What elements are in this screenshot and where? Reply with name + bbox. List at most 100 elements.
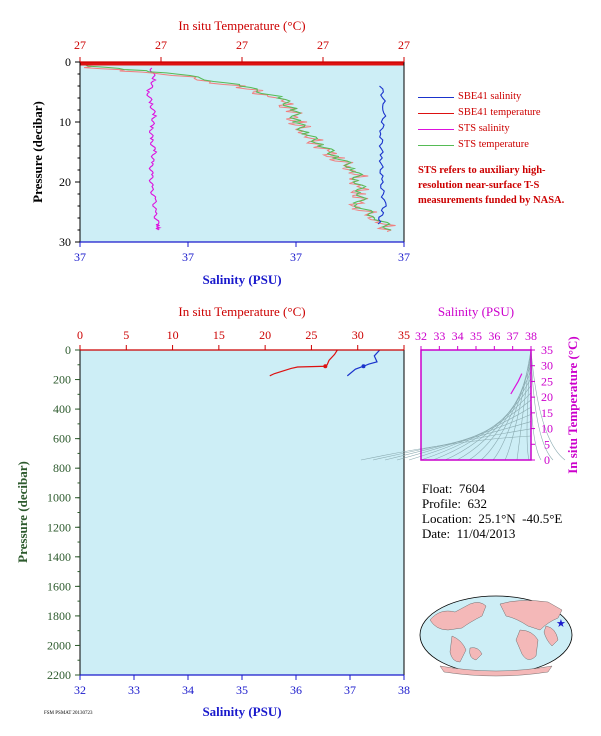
bottom-salinity-tick-label: 37 [344,683,356,697]
ts-salinity-tick-label: 34 [452,329,464,343]
legend-swatch-sbe41-temperature [418,113,454,114]
ts-density-contour [504,349,532,461]
bottom-chart-xlabel: Salinity (PSU) [202,704,281,719]
top-temperature-tick-label: 27 [398,38,410,52]
top-pressure-tick-label: 0 [65,55,71,69]
ts-density-contour [526,349,532,461]
bottom-pressure-tick-label: 800 [53,461,71,475]
ts-chart-right-label: In situ Temperature (°C) [565,336,580,474]
legend-label: SBE41 temperature [458,107,541,118]
ts-density-contour [432,392,532,461]
credit-text: FSM PSMAT 20130723 [44,711,93,716]
float-location-star-icon: ★ [556,618,566,630]
top-pressure-tick-label: 30 [59,235,71,249]
ts-density-contour [408,406,532,461]
bottom-temperature-tick-label: 10 [167,328,179,342]
ts-density-contour [444,385,532,461]
ts-density-contour [530,349,542,461]
ts-temperature-tick-label: 35 [541,343,553,357]
ts-density-contour [530,349,566,461]
bottom-pressure-tick-label: 0 [65,343,71,357]
bottom-pressure-tick-label: 1000 [47,491,71,505]
world-map: ★ [419,595,573,677]
top-chart-title: In situ Temperature (°C) [178,18,305,33]
ts-temperature-tick-label: 20 [541,390,553,404]
legend-item-sbe41-temperature: SBE41 temperature [418,105,541,121]
ts-temperature-tick-label: 25 [541,374,553,388]
top-temperature-tick-label: 27 [74,38,86,52]
ts-salinity-tick-label: 33 [433,329,445,343]
ts-temperature-tick-label: 5 [544,437,550,451]
bottom-chart-title: In situ Temperature (°C) [178,304,305,319]
bottom-salinity-tick-label: 36 [290,683,302,697]
profile-number: Profile: 632 [422,496,487,511]
ts-series-line [510,373,523,395]
ts-density-contour [530,349,554,461]
top-salinity-tick-label: 37 [74,250,86,264]
top-temperature-tick-label: 27 [236,38,248,52]
top-salinity-tick-label: 37 [398,250,410,264]
legend-item-sbe41-salinity: SBE41 salinity [418,89,541,105]
bottom-salinity-tick-label: 32 [74,683,86,697]
legend-item-sts-temperature: STS temperature [418,137,541,153]
bottom-salinity-tick-label: 33 [128,683,140,697]
top-series-sbe41-salinity [377,85,387,225]
bottom-plot-area [80,350,404,675]
ts-series-group [510,373,523,395]
ts-salinity-tick-label: 35 [470,329,482,343]
bottom-pressure-tick-label: 1600 [47,579,71,593]
profile-date: Date: 11/04/2013 [422,526,516,541]
ts-density-contour [396,414,532,461]
ts-salinity-tick-label: 32 [415,329,427,343]
top-series-sts-temperature [85,64,392,231]
top-temperature-tick-label: 27 [317,38,329,52]
legend-label: STS temperature [458,139,529,150]
legend-swatch-sbe41-salinity [418,97,454,98]
bottom-salinity-tick-label: 34 [182,683,194,697]
bottom-temperature-tick-label: 0 [77,328,83,342]
top-salinity-tick-label: 37 [182,250,194,264]
bottom-pressure-tick-label: 400 [53,402,71,416]
bottom-temperature-tick-label: 5 [123,328,129,342]
legend-item-sts-salinity: STS salinity [418,121,541,137]
ts-temperature-tick-label: 0 [544,453,550,467]
bottom-series-group [269,349,381,377]
bottom-pressure-tick-label: 1400 [47,550,71,564]
bottom-salinity-tick-label: 35 [236,683,248,697]
bottom-temperature-tick-label: 15 [213,328,225,342]
legend-label: SBE41 salinity [458,91,522,102]
top-chart-xlabel: Salinity (PSU) [202,272,281,287]
ts-salinity-tick-label: 38 [525,329,537,343]
bottom-pressure-tick-label: 2000 [47,638,71,652]
bottom-pressure-tick-label: 1200 [47,520,71,534]
bottom-temperature-tick-label: 35 [398,328,410,342]
bottom-series-sbe41-salinity [346,349,381,377]
bottom-pressure-tick-label: 600 [53,432,71,446]
bottom-pressure-tick-label: 1800 [47,609,71,623]
top-pressure-tick-label: 10 [59,115,71,129]
top-chart-ticks: 27 27 27 27 27 37 37 37 37 0 10 20 30 [59,38,410,264]
top-temperature-tick-label: 27 [155,38,167,52]
bottom-series-marker-sbe41-salinity [361,364,366,369]
bottom-temperature-tick-label: 20 [259,328,271,342]
top-series-group [80,62,404,233]
ts-salinity-tick-label: 37 [507,329,519,343]
float-info: Float: 7604 Profile: 632 Location: 25.1°… [422,481,562,541]
bottom-series-marker-sbe41-temperature [323,364,328,369]
legend-swatch-sts-temperature [418,145,454,146]
top-plot-area [80,62,404,242]
bottom-pressure-tick-label: 2200 [47,668,71,682]
bottom-salinity-tick-label: 38 [398,683,410,697]
ts-density-contours [360,349,566,461]
bottom-temperature-tick-label: 30 [352,328,364,342]
bottom-chart-ticks: 0 5 10 15 20 25 30 35 32 33 34 35 36 37 38 0 200 400 600 80… [47,328,410,697]
top-pressure-tick-label: 20 [59,175,71,189]
bottom-pressure-tick-label: 200 [53,373,71,387]
top-salinity-tick-label: 37 [290,250,302,264]
ts-density-contour [516,349,532,461]
ts-salinity-tick-label: 36 [488,329,500,343]
float-id: Float: 7604 [422,481,485,496]
float-location: Location: 25.1°N -40.5°E [422,511,563,526]
